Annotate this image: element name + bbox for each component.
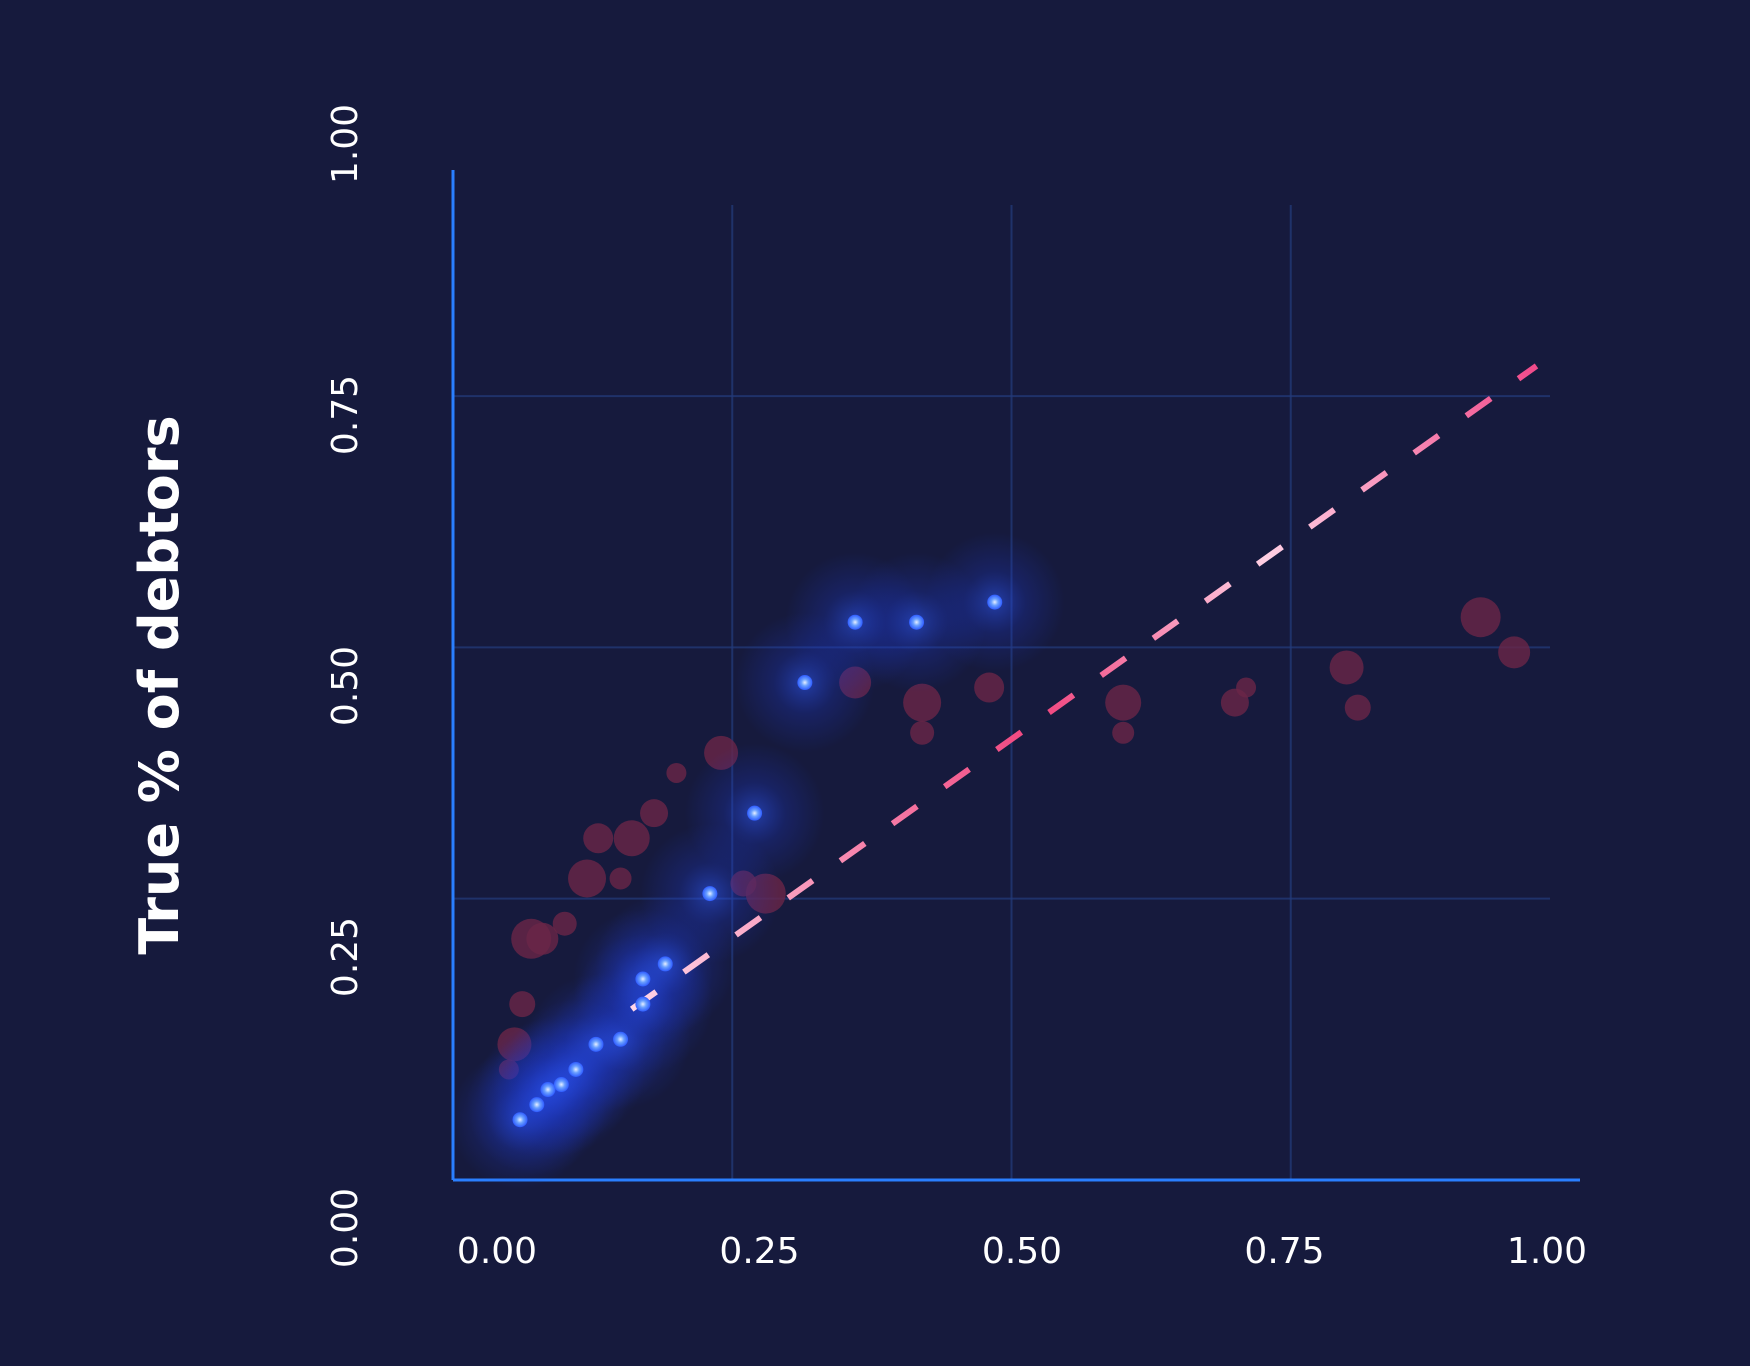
calibrated-point bbox=[987, 594, 1003, 610]
uncalibrated-point bbox=[1105, 684, 1142, 721]
calibrated-point bbox=[702, 886, 718, 902]
calibrated-point bbox=[540, 1082, 556, 1098]
uncalibrated-point bbox=[583, 823, 614, 854]
reference-line bbox=[629, 363, 1539, 1012]
uncalibrated-point bbox=[1236, 677, 1257, 698]
calibrated-point bbox=[512, 1112, 528, 1128]
calibrated-points bbox=[512, 594, 1003, 1128]
calibrated-point bbox=[635, 996, 651, 1012]
calibrated-point bbox=[613, 1031, 629, 1047]
y-tick-label: 0.00 bbox=[325, 1188, 366, 1268]
y-tick-label: 0.50 bbox=[325, 646, 366, 726]
axes bbox=[451, 170, 1580, 1182]
x-tick-label: 0.00 bbox=[457, 1231, 537, 1272]
x-tick-label: 0.25 bbox=[719, 1231, 799, 1272]
uncalibrated-point bbox=[613, 820, 650, 857]
y-tick-label: 0.75 bbox=[325, 375, 366, 455]
calibrated-point bbox=[797, 675, 813, 691]
x-tick-label: 0.75 bbox=[1244, 1231, 1324, 1272]
uncalibrated-point bbox=[1460, 597, 1501, 638]
uncalibrated-point bbox=[666, 762, 687, 783]
uncalibrated-point bbox=[1329, 650, 1364, 685]
uncalibrated-point bbox=[609, 867, 632, 890]
uncalibrated-point bbox=[1344, 694, 1371, 721]
reference-line-group bbox=[629, 363, 1539, 1012]
uncalibrated-point bbox=[910, 720, 935, 745]
calibrated-point bbox=[529, 1097, 545, 1113]
calibrated-point bbox=[553, 1077, 569, 1093]
uncalibrated-point bbox=[974, 672, 1005, 703]
calibrated-point bbox=[635, 971, 651, 987]
y-tick-label: 0.25 bbox=[325, 917, 366, 997]
x-tick-label: 0.50 bbox=[982, 1231, 1062, 1272]
calibrated-point bbox=[568, 1061, 584, 1077]
calibrated-point bbox=[588, 1036, 604, 1052]
calibrated-point bbox=[909, 614, 925, 630]
uncalibrated-point bbox=[903, 683, 942, 722]
y-tick-label: 1.00 bbox=[325, 104, 366, 184]
uncalibrated-point bbox=[640, 799, 669, 828]
uncalibrated-point bbox=[526, 922, 559, 955]
uncalibrated-point bbox=[509, 991, 536, 1018]
uncalibrated-point bbox=[1112, 721, 1135, 744]
y-axis-title: True % of debtors bbox=[128, 415, 191, 954]
x-tick-label: 1.00 bbox=[1507, 1231, 1587, 1272]
calibrated-point bbox=[847, 614, 863, 630]
calibrated-point bbox=[657, 956, 673, 972]
uncalibrated-point bbox=[568, 859, 607, 898]
calibrated-point bbox=[747, 805, 763, 821]
tick-labels: 0.00 0.25 0.50 0.75 1.00 0.00 0.25 0.50 0.75 1.00 bbox=[325, 104, 1587, 1272]
uncalibrated-point bbox=[552, 911, 577, 936]
uncalibrated-point bbox=[1498, 636, 1531, 669]
